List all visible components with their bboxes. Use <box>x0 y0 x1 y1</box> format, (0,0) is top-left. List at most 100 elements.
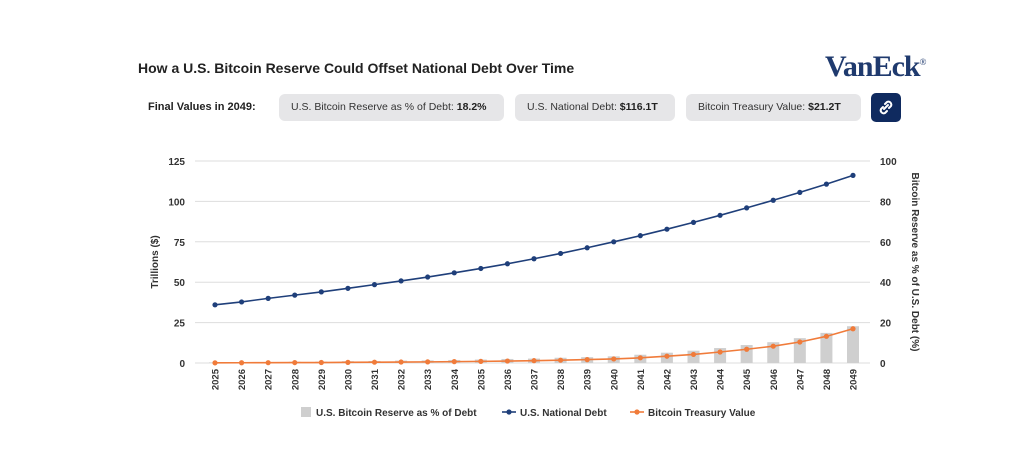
legend-label-reserve: U.S. Bitcoin Reserve as % of Debt <box>316 408 477 419</box>
final-values-label: Final Values in 2049: <box>148 101 256 113</box>
x-tick-label: 2031 <box>370 368 381 390</box>
x-tick-label: 2045 <box>742 368 753 390</box>
national-debt-point <box>212 302 218 308</box>
y-tick-label: 100 <box>168 197 185 208</box>
y-tick-label: 75 <box>174 238 186 249</box>
logo-text: VanEck <box>825 50 921 83</box>
vaneck-logo: VanEck® <box>825 50 927 84</box>
logo-mark: ® <box>919 57 927 67</box>
treasury-value-point <box>557 357 564 363</box>
legend-label-debt: U.S. National Debt <box>520 408 607 419</box>
legend-swatch-reserve <box>301 407 311 417</box>
pill-label: U.S. National Debt: <box>527 101 620 113</box>
treasury-value-point <box>770 343 776 349</box>
y2-axis-label: Bitcoin Reserve as % of U.S. Debt (%) <box>909 173 920 352</box>
treasury-value-point <box>504 358 511 364</box>
treasury-value-point <box>531 358 537 364</box>
national-debt-point <box>664 226 670 232</box>
x-tick-label: 2048 <box>822 369 833 390</box>
reserve-percent-pill: U.S. Bitcoin Reserve as % of Debt: 18.2% <box>279 94 504 121</box>
y2-tick-label: 40 <box>880 278 892 289</box>
treasury-value-point <box>717 349 723 355</box>
x-tick-label: 2042 <box>662 369 673 390</box>
national-debt-point <box>318 289 324 295</box>
x-tick-label: 2033 <box>423 369 434 390</box>
national-debt-point <box>504 261 511 267</box>
x-tick-label: 2049 <box>849 369 860 390</box>
national-debt-point <box>850 172 856 178</box>
bar-reserve-percent <box>767 342 780 363</box>
legend-marker-debt <box>506 409 512 415</box>
x-tick-label: 2028 <box>290 369 301 390</box>
treasury-value-point <box>318 359 324 366</box>
y2-tick-label: 60 <box>880 238 892 249</box>
national-debt-point <box>584 245 590 251</box>
treasury-value-point <box>398 359 404 365</box>
pill-label: U.S. Bitcoin Reserve as % of Debt: <box>291 101 457 113</box>
treasury-value-point <box>850 326 856 332</box>
bar-reserve-percent <box>820 332 833 363</box>
national-debt-point <box>345 285 351 291</box>
national-debt-point <box>451 270 457 276</box>
x-tick-label: 2025 <box>211 368 222 390</box>
y2-tick-label: 80 <box>880 197 892 208</box>
x-tick-label: 2035 <box>476 368 487 390</box>
pill-label: Bitcoin Treasury Value: <box>698 101 809 113</box>
national-debt-point <box>425 274 431 280</box>
national-debt-point <box>531 256 537 262</box>
y2-tick-label: 20 <box>880 319 892 330</box>
national-debt-point <box>371 282 378 288</box>
treasury-value-point <box>265 360 271 366</box>
treasury-value-point <box>664 353 670 359</box>
pill-value: 18.2% <box>456 101 487 113</box>
x-tick-label: 2044 <box>716 368 727 390</box>
treasury-value-point <box>345 359 351 365</box>
bar-reserve-percent <box>847 326 859 363</box>
treasury-value-point <box>584 357 590 363</box>
treasury-value-point <box>425 359 431 365</box>
pill-value: $21.2T <box>808 101 841 113</box>
treasury-value-pill: Bitcoin Treasury Value: $21.2T <box>686 94 861 121</box>
y-tick-label: 25 <box>174 319 186 330</box>
national-debt-point <box>823 181 830 187</box>
national-debt-point <box>478 265 484 272</box>
copy-link-button[interactable] <box>871 93 901 122</box>
y-tick-label: 0 <box>179 359 185 370</box>
treasury-value-point <box>212 360 218 366</box>
y-tick-label: 50 <box>174 278 186 289</box>
national-debt-point <box>398 278 404 284</box>
x-tick-label: 2047 <box>795 369 806 390</box>
treasury-value-line <box>214 327 854 364</box>
y-axis-label: Trillions ($) <box>150 235 161 288</box>
national-debt-point <box>797 189 803 195</box>
treasury-value-point <box>744 346 750 352</box>
treasury-value-point <box>292 359 298 366</box>
pill-value: $116.1T <box>619 101 658 113</box>
legend-label-treasury: Bitcoin Treasury Value <box>648 408 756 419</box>
national-debt-point <box>717 212 723 218</box>
x-tick-label: 2029 <box>317 369 328 390</box>
treasury-value-point <box>611 356 617 362</box>
treasury-value-point <box>451 359 457 365</box>
treasury-value-point <box>371 359 378 365</box>
y2-tick-label: 0 <box>880 359 886 370</box>
national-debt-point <box>292 292 298 298</box>
x-tick-label: 2026 <box>237 369 248 390</box>
y-tick-label: 125 <box>168 157 185 168</box>
national-debt-pill: U.S. National Debt: $116.1T <box>515 94 675 121</box>
treasury-value-point <box>823 333 830 339</box>
x-tick-label: 2037 <box>530 369 541 390</box>
y2-tick-label: 100 <box>880 157 897 168</box>
treasury-value-point <box>238 360 245 366</box>
treasury-value-point <box>637 355 643 361</box>
national-debt-point <box>238 299 245 305</box>
national-debt-point <box>557 250 564 257</box>
x-tick-label: 2041 <box>636 368 647 390</box>
treasury-value-point <box>797 339 803 345</box>
x-tick-label: 2036 <box>503 369 514 390</box>
x-tick-label: 2043 <box>689 369 700 390</box>
national-debt-point <box>611 239 617 245</box>
national-debt-line <box>214 174 854 306</box>
x-tick-label: 2027 <box>264 369 275 390</box>
chart-title: How a U.S. Bitcoin Reserve Could Offset … <box>138 60 575 76</box>
